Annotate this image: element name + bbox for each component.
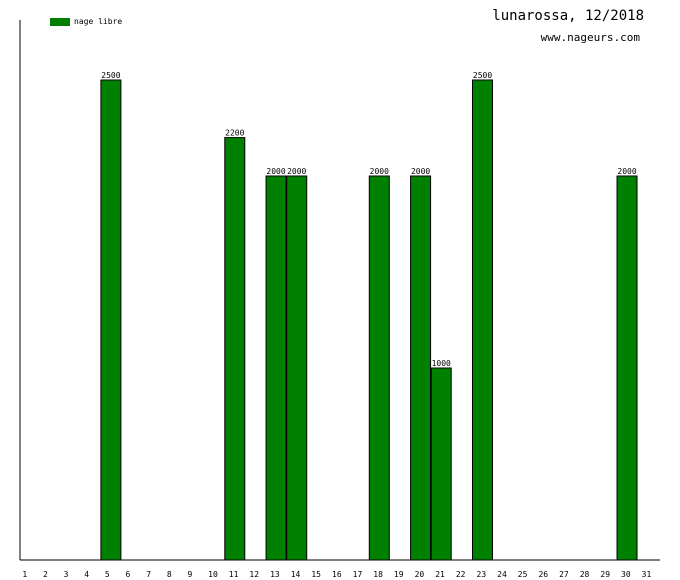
x-tick-label: 12 [249,570,259,579]
x-tick-labels: 1 2 3 4 5 6 7 8 9 10 11 12 13 14 15 16 17 18 19 20 21 22 23 24 2… [22,570,651,579]
x-tick-label: 15 [311,570,321,579]
x-tick-label: 11 [229,570,239,579]
bar-day-30 [616,175,638,561]
x-tick-label: 25 [518,570,528,579]
bar-day-23 [472,79,494,561]
chart-title: lunarossa, 12/2018 [492,8,644,24]
bar-day-18 [368,175,390,561]
x-tick-label: 31 [642,570,652,579]
x-tick-label: 2 [43,570,48,579]
x-tick-label: 28 [580,570,590,579]
legend-label: nage libre [74,17,123,26]
x-tick-label: 20 [415,570,425,579]
bar-value-label: 1000 [432,359,451,368]
x-tick-label: 3 [64,570,69,579]
x-tick-label: 1 [22,570,27,579]
x-tick-label: 14 [291,570,301,579]
bar-day-11 [224,137,246,561]
bar-day-20 [410,175,432,561]
legend-swatch [50,18,70,26]
x-tick-label: 19 [394,570,404,579]
x-tick-label: 26 [538,570,548,579]
bar-day-21 [430,367,452,561]
x-tick-label: 24 [497,570,507,579]
x-tick-label: 16 [332,570,342,579]
x-tick-label: 13 [270,570,280,579]
bar-value-label: 2200 [225,129,244,138]
x-tick-label: 23 [477,570,487,579]
x-tick-label: 6 [126,570,131,579]
x-tick-label: 29 [600,570,610,579]
bar-day-13 [265,175,287,561]
bar-day-14 [286,175,308,561]
x-tick-label: 5 [105,570,110,579]
x-tick-label: 22 [456,570,466,579]
bar-value-label: 2500 [101,71,120,80]
bar-value-label: 2000 [287,167,306,176]
x-tick-label: 9 [187,570,192,579]
x-tick-label: 17 [353,570,363,579]
x-tick-label: 7 [146,570,151,579]
x-tick-label: 8 [167,570,172,579]
x-tick-label: 27 [559,570,569,579]
x-tick-label: 18 [373,570,383,579]
x-tick-label: 10 [208,570,218,579]
x-tick-label: 21 [435,570,445,579]
bar-day-5 [100,79,122,561]
bar-value-label: 2000 [266,167,285,176]
bar-value-label: 2500 [473,71,492,80]
bar-value-label: 2000 [370,167,389,176]
x-tick-label: 4 [84,570,89,579]
bar-value-label: 2000 [411,167,430,176]
chart-subtitle: www.nageurs.com [540,31,640,44]
bar-value-label: 2000 [617,167,636,176]
x-tick-label: 30 [621,570,631,579]
